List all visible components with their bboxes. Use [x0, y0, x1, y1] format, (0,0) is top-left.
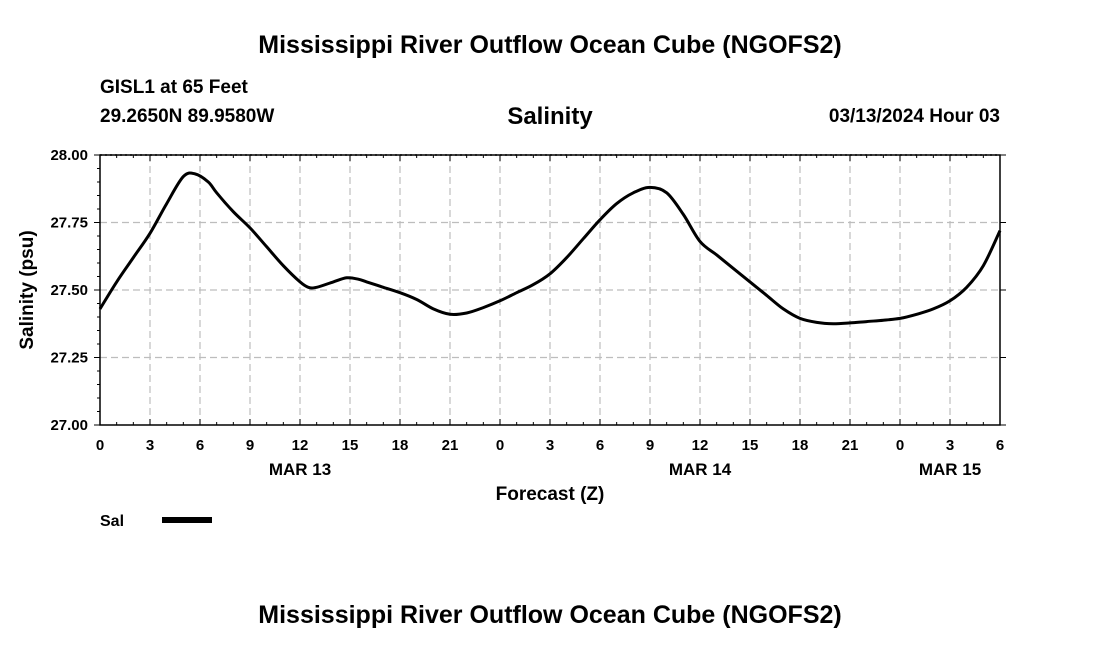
station-label: GISL1 at 65 Feet — [100, 77, 248, 98]
axis-ticks — [94, 154, 1006, 426]
x-tick-label: 15 — [342, 437, 359, 454]
x-tick-label: 3 — [946, 437, 954, 454]
series-layer — [98, 171, 1002, 326]
x-tick-label: 9 — [646, 437, 654, 454]
legend: Sal — [100, 513, 212, 530]
date-label: MAR 13 — [269, 460, 331, 479]
x-tick-label: 18 — [392, 437, 409, 454]
station-coordinates: 29.2650N 89.9580W — [100, 106, 275, 127]
x-tick-label: 21 — [842, 437, 859, 454]
x-tick-label: 12 — [692, 437, 709, 454]
x-tick-label: 3 — [546, 437, 554, 454]
y-tick-label: 27.25 — [50, 350, 88, 367]
x-tick-label: 21 — [442, 437, 459, 454]
x-axis-title: Forecast (Z) — [496, 484, 605, 505]
y-tick-label: 28.00 — [50, 147, 88, 164]
x-tick-label: 0 — [496, 437, 504, 454]
y-tick-label: 27.00 — [50, 417, 88, 434]
x-tick-label: 6 — [596, 437, 604, 454]
x-tick-label: 0 — [896, 437, 904, 454]
axis-labels: 0 3 6 9 12 15 18 21 0 3 6 9 12 15 18 21 0 3 6 27.00 27.25 27.… — [17, 147, 1004, 505]
x-tick-label: 12 — [292, 437, 309, 454]
date-label: MAR 14 — [669, 460, 732, 479]
grid-lines — [100, 155, 1000, 425]
variable-title: Salinity — [507, 103, 593, 130]
chart-main-title: Mississippi River Outflow Ocean Cube (NG… — [258, 31, 842, 59]
y-tick-label: 27.50 — [50, 282, 88, 299]
forecast-datetime: 03/13/2024 Hour 03 — [828, 106, 1000, 127]
x-tick-label: 18 — [792, 437, 809, 454]
date-label: MAR 15 — [919, 460, 981, 479]
x-tick-label: 15 — [742, 437, 759, 454]
x-tick-label: 6 — [996, 437, 1004, 454]
x-tick-label: 3 — [146, 437, 154, 454]
footer-title: Mississippi River Outflow Ocean Cube (NG… — [258, 601, 842, 629]
x-tick-label: 0 — [96, 437, 104, 454]
y-tick-label: 27.75 — [50, 215, 88, 232]
x-tick-label: 9 — [246, 437, 254, 454]
series-line-sal — [98, 171, 1002, 326]
x-tick-label: 6 — [196, 437, 204, 454]
y-axis-title: Salinity (psu) — [17, 230, 38, 349]
legend-label: Sal — [100, 513, 124, 530]
